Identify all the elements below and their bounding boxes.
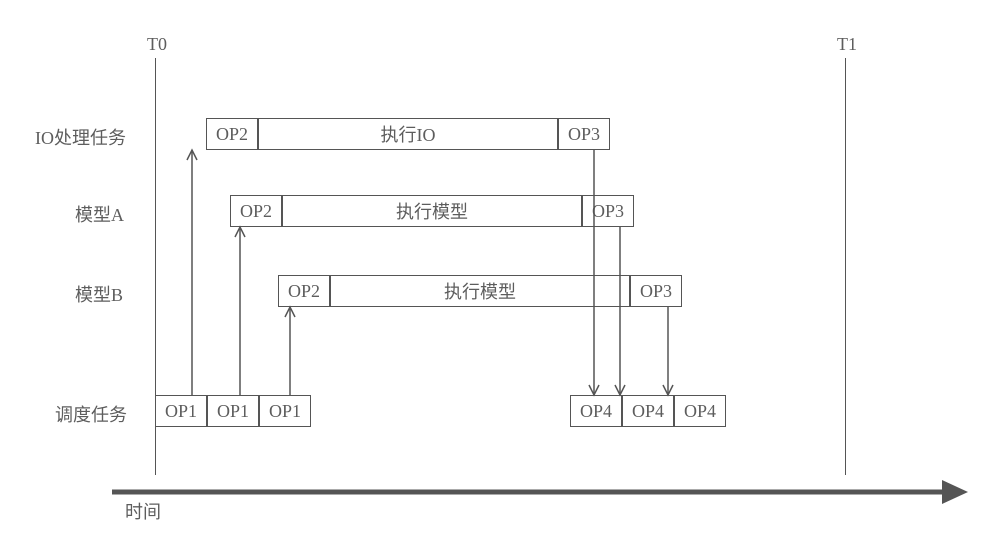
arrow-down-io xyxy=(589,150,599,395)
arrow-down-a xyxy=(615,227,625,395)
arrow-down-b xyxy=(663,307,673,395)
timeline-arrowhead-icon xyxy=(942,480,968,504)
arrow-up-a xyxy=(235,227,245,395)
arrow-up-io xyxy=(187,150,197,395)
arrow-up-b xyxy=(285,307,295,395)
arrows-svg xyxy=(0,0,1000,550)
timeline-label: 时间 xyxy=(125,498,161,524)
diagram-stage: T0 T1 IO处理任务 模型A 模型B 调度任务 OP2 执行IO OP3 O… xyxy=(0,0,1000,550)
timeline-axis xyxy=(112,480,968,504)
